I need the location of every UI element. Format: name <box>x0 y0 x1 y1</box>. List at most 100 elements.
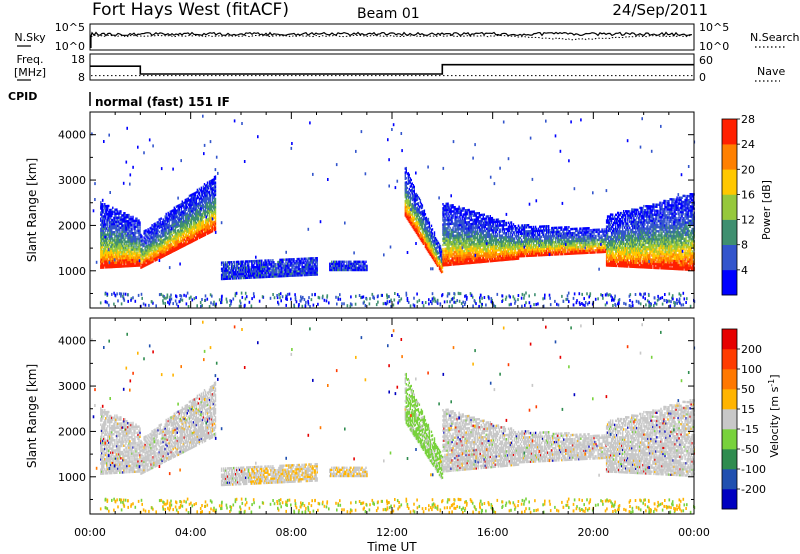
power-cell <box>170 214 172 217</box>
power-cell <box>142 238 144 242</box>
power-cell <box>101 229 103 233</box>
power-cell <box>180 205 182 208</box>
power-cell <box>157 245 159 248</box>
power-cell <box>276 269 278 272</box>
power-cell <box>112 255 114 258</box>
power-cell <box>100 233 102 237</box>
power-cell <box>106 253 108 257</box>
power-cell <box>115 247 117 250</box>
power-cell <box>161 249 163 252</box>
power-cell <box>133 248 135 251</box>
power-cell <box>476 228 478 231</box>
power-cell <box>162 247 164 250</box>
power-cell <box>115 259 117 262</box>
power-cell <box>114 212 116 215</box>
power-cell <box>115 251 117 254</box>
power-cell <box>174 249 176 252</box>
power-cell <box>122 259 124 262</box>
power-cell <box>109 212 111 216</box>
power-cell <box>124 242 126 246</box>
power-cell <box>120 263 122 266</box>
power-cell <box>173 225 175 228</box>
power-cell <box>122 255 124 258</box>
power-cell <box>140 254 142 257</box>
power-cell <box>173 210 175 214</box>
power-cell <box>138 248 140 251</box>
power-cell <box>105 245 107 249</box>
power-cell <box>107 237 109 240</box>
power-cell <box>102 225 104 228</box>
power-cell <box>125 230 127 233</box>
power-cell <box>180 239 182 243</box>
power-cell <box>161 251 163 254</box>
power-cell <box>110 259 112 263</box>
power-cell <box>168 248 170 251</box>
power-cell <box>110 233 112 236</box>
power-cell <box>450 237 452 240</box>
nsky-left-tick-bottom: 10^0 <box>55 40 85 53</box>
power-cell <box>175 238 177 241</box>
power-cell <box>117 218 119 221</box>
power-cell <box>108 212 110 216</box>
power-cell <box>122 218 124 221</box>
power-cell <box>105 227 107 230</box>
power-cell <box>105 262 107 265</box>
power-cell <box>189 214 192 218</box>
power-cell <box>147 252 149 256</box>
power-cell <box>105 223 107 226</box>
power-cell <box>102 219 104 222</box>
power-cell <box>130 246 132 249</box>
power-cell <box>176 209 178 212</box>
power-cell <box>106 204 108 208</box>
power-cell <box>118 214 120 217</box>
power-cell <box>439 244 442 248</box>
power-cell <box>171 240 173 243</box>
power-cell <box>164 248 166 251</box>
power-cell <box>162 249 164 252</box>
power-cell <box>168 239 170 243</box>
power-cell <box>128 217 130 221</box>
power-cell <box>103 233 105 236</box>
power-cell <box>134 248 136 251</box>
power-cell <box>104 213 106 216</box>
power-cell <box>182 216 184 219</box>
power-cell <box>155 232 157 235</box>
power-cell <box>127 226 129 229</box>
power-cell <box>163 250 165 253</box>
power-cell <box>189 208 192 211</box>
power-cell <box>172 213 174 216</box>
power-cell <box>413 185 415 188</box>
power-cell <box>176 241 178 245</box>
power-cell <box>316 263 318 266</box>
power-cell <box>134 223 136 227</box>
power-cell <box>130 217 132 221</box>
power-cell <box>113 243 115 246</box>
power-cell <box>159 256 161 260</box>
power-cell <box>165 253 167 256</box>
power-cell <box>130 215 132 219</box>
power-cell <box>101 264 103 267</box>
power-cell <box>144 229 146 233</box>
power-cell <box>179 230 181 233</box>
power-cell <box>178 242 180 246</box>
power-cell <box>173 243 175 246</box>
power-cell <box>174 242 176 246</box>
power-cell <box>152 252 154 255</box>
power-cell <box>422 220 425 223</box>
power-cell <box>146 249 148 252</box>
power-cell <box>126 265 128 268</box>
power-cell <box>100 207 102 210</box>
power-cell <box>183 238 185 241</box>
power-cell <box>118 228 120 232</box>
power-cell <box>109 251 111 255</box>
power-cell <box>107 262 109 265</box>
power-cell <box>132 256 134 259</box>
power-cell <box>184 213 186 216</box>
power-cell <box>316 267 318 270</box>
power-cell <box>127 228 129 231</box>
power-cell <box>102 237 104 241</box>
power-cell <box>185 200 187 203</box>
power-cell <box>155 252 157 255</box>
power-cell <box>121 230 123 233</box>
power-cell <box>162 232 164 236</box>
